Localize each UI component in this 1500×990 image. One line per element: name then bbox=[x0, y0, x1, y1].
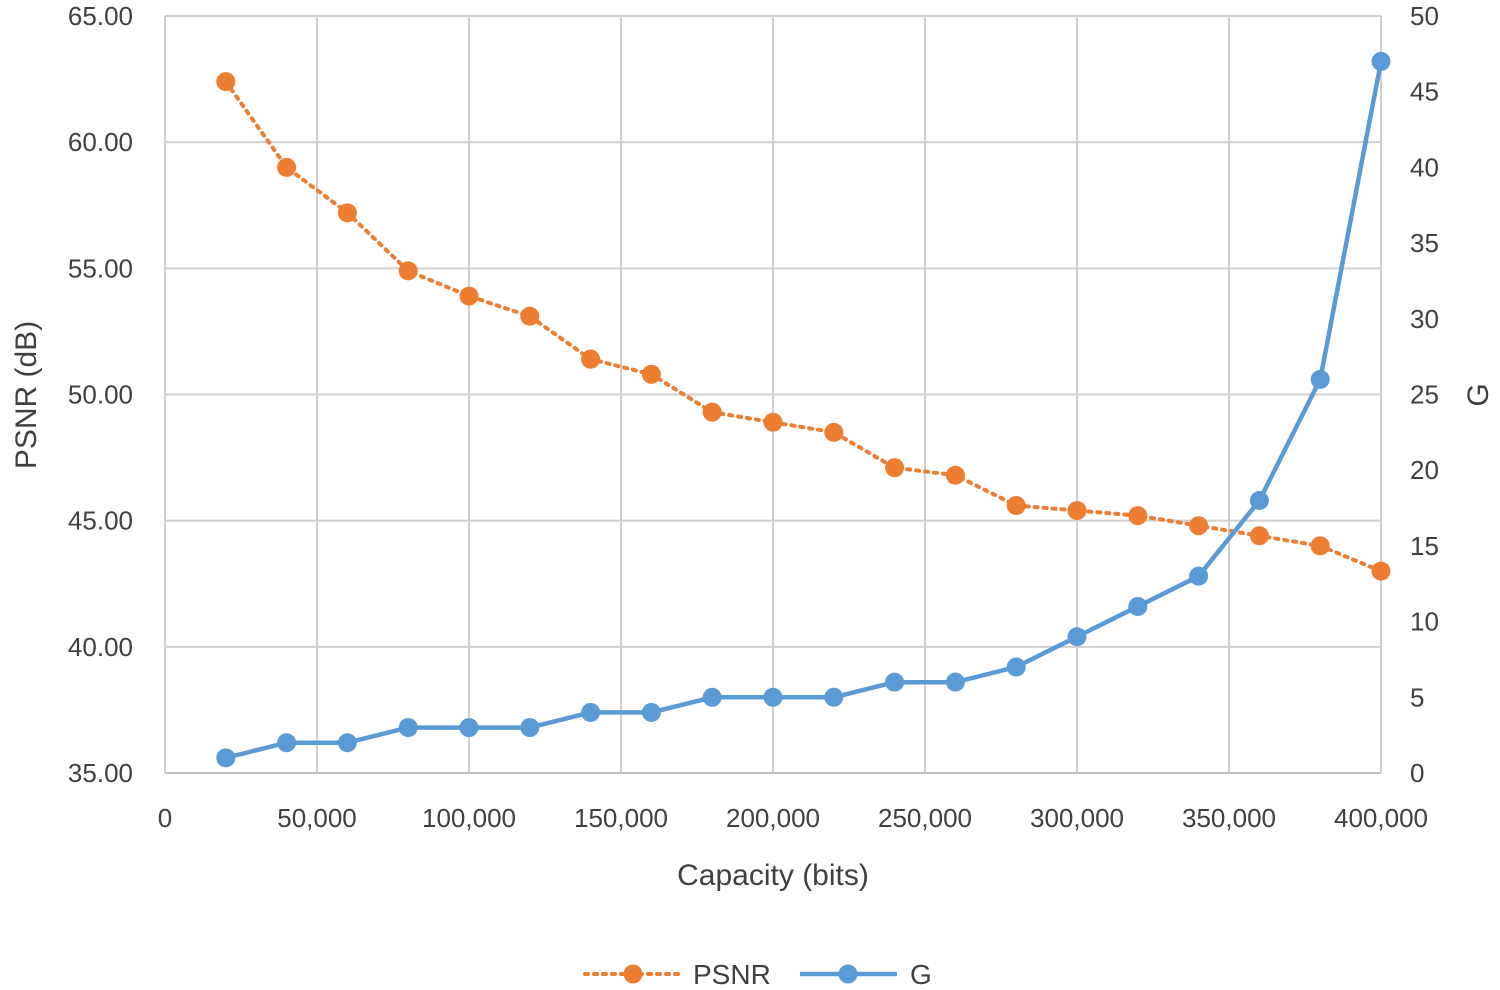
series-line-g bbox=[225, 60, 1384, 761]
y2-tick-label: 0 bbox=[1410, 758, 1424, 788]
series-point-g bbox=[763, 687, 783, 707]
y2-tick-label: 35 bbox=[1410, 228, 1439, 258]
legend-item-psnr[interactable]: PSNR bbox=[583, 959, 771, 990]
series-point-psnr bbox=[1189, 516, 1209, 536]
y-axis-title: PSNR (dB) bbox=[10, 321, 43, 469]
y-tick-label: 60.00 bbox=[68, 127, 133, 157]
x-tick-label: 150,000 bbox=[574, 803, 668, 833]
legend-g-marker bbox=[838, 964, 858, 984]
grid bbox=[164, 15, 1382, 774]
x-tick-label: 250,000 bbox=[878, 803, 972, 833]
series-point-psnr bbox=[216, 72, 236, 92]
y-tick-label: 35.00 bbox=[68, 758, 133, 788]
series-point-g bbox=[398, 718, 418, 738]
y2-tick-label: 20 bbox=[1410, 455, 1439, 485]
y2-tick-label: 25 bbox=[1410, 380, 1439, 410]
series-point-psnr bbox=[398, 261, 418, 281]
y-tick-label: 55.00 bbox=[68, 253, 133, 283]
series-point-g bbox=[1189, 566, 1209, 586]
series-point-g bbox=[1371, 51, 1391, 71]
x-tick-label: 100,000 bbox=[422, 803, 516, 833]
series-point-psnr bbox=[763, 412, 783, 432]
y2-tick-label: 45 bbox=[1410, 77, 1439, 107]
series-point-g bbox=[1249, 490, 1269, 510]
y2-tick-label: 40 bbox=[1410, 152, 1439, 182]
series-point-psnr bbox=[702, 402, 722, 422]
series-point-psnr bbox=[1310, 536, 1330, 556]
series-point-g bbox=[337, 733, 357, 753]
series-line-psnr bbox=[223, 79, 1383, 574]
series-point-g bbox=[216, 748, 236, 768]
series-point-g bbox=[1067, 627, 1087, 647]
series-point-g bbox=[277, 733, 297, 753]
series-point-psnr bbox=[459, 286, 479, 306]
series-point-g bbox=[945, 672, 965, 692]
legend-psnr-marker bbox=[623, 964, 643, 984]
legend-g-label: G bbox=[910, 959, 932, 990]
plot-area bbox=[216, 51, 1391, 768]
y2-tick-label: 15 bbox=[1410, 531, 1439, 561]
series-point-psnr bbox=[885, 458, 905, 478]
x-tick-label: 50,000 bbox=[277, 803, 357, 833]
series-point-g bbox=[581, 702, 601, 722]
legend-psnr-label: PSNR bbox=[693, 959, 771, 990]
y2-tick-label: 5 bbox=[1410, 682, 1424, 712]
series-point-psnr bbox=[945, 465, 965, 485]
series-point-psnr bbox=[337, 203, 357, 223]
series-point-psnr bbox=[1371, 561, 1391, 581]
series-point-g bbox=[1310, 369, 1330, 389]
x-tick-label: 400,000 bbox=[1334, 803, 1428, 833]
x-tick-label: 350,000 bbox=[1182, 803, 1276, 833]
series-point-psnr bbox=[1249, 526, 1269, 546]
legend-item-g[interactable]: G bbox=[800, 959, 932, 990]
series-point-psnr bbox=[641, 364, 661, 384]
series-point-g bbox=[1006, 657, 1026, 677]
series-point-g bbox=[520, 718, 540, 738]
series-point-psnr bbox=[1067, 501, 1087, 521]
series-point-g bbox=[641, 702, 661, 722]
legend: PSNR G bbox=[583, 959, 932, 990]
x-tick-label: 0 bbox=[158, 803, 172, 833]
y-tick-label: 40.00 bbox=[68, 632, 133, 662]
series-point-g bbox=[702, 687, 722, 707]
series-point-psnr bbox=[1128, 506, 1148, 526]
y2-tick-label: 10 bbox=[1410, 607, 1439, 637]
x-axis-title: Capacity (bits) bbox=[677, 859, 869, 892]
y-tick-label: 45.00 bbox=[68, 506, 133, 536]
x-tick-label: 300,000 bbox=[1030, 803, 1124, 833]
series-point-g bbox=[459, 718, 479, 738]
tick-labels: 0 50,000 100,000 150,000 200,000 250,000 300,0… bbox=[68, 1, 1439, 833]
y2-axis-title: G bbox=[1462, 383, 1495, 406]
series-point-psnr bbox=[581, 349, 601, 369]
y2-tick-label: 50 bbox=[1410, 1, 1439, 31]
series-point-psnr bbox=[1006, 496, 1026, 516]
series-point-psnr bbox=[520, 306, 540, 326]
y-tick-label: 50.00 bbox=[68, 380, 133, 410]
x-tick-label: 200,000 bbox=[726, 803, 820, 833]
series-point-g bbox=[824, 687, 844, 707]
series-point-psnr bbox=[824, 422, 844, 442]
series-point-g bbox=[1128, 596, 1148, 616]
series-point-g bbox=[885, 672, 905, 692]
y2-tick-label: 30 bbox=[1410, 304, 1439, 334]
series-point-psnr bbox=[277, 157, 297, 177]
y-tick-label: 65.00 bbox=[68, 1, 133, 31]
